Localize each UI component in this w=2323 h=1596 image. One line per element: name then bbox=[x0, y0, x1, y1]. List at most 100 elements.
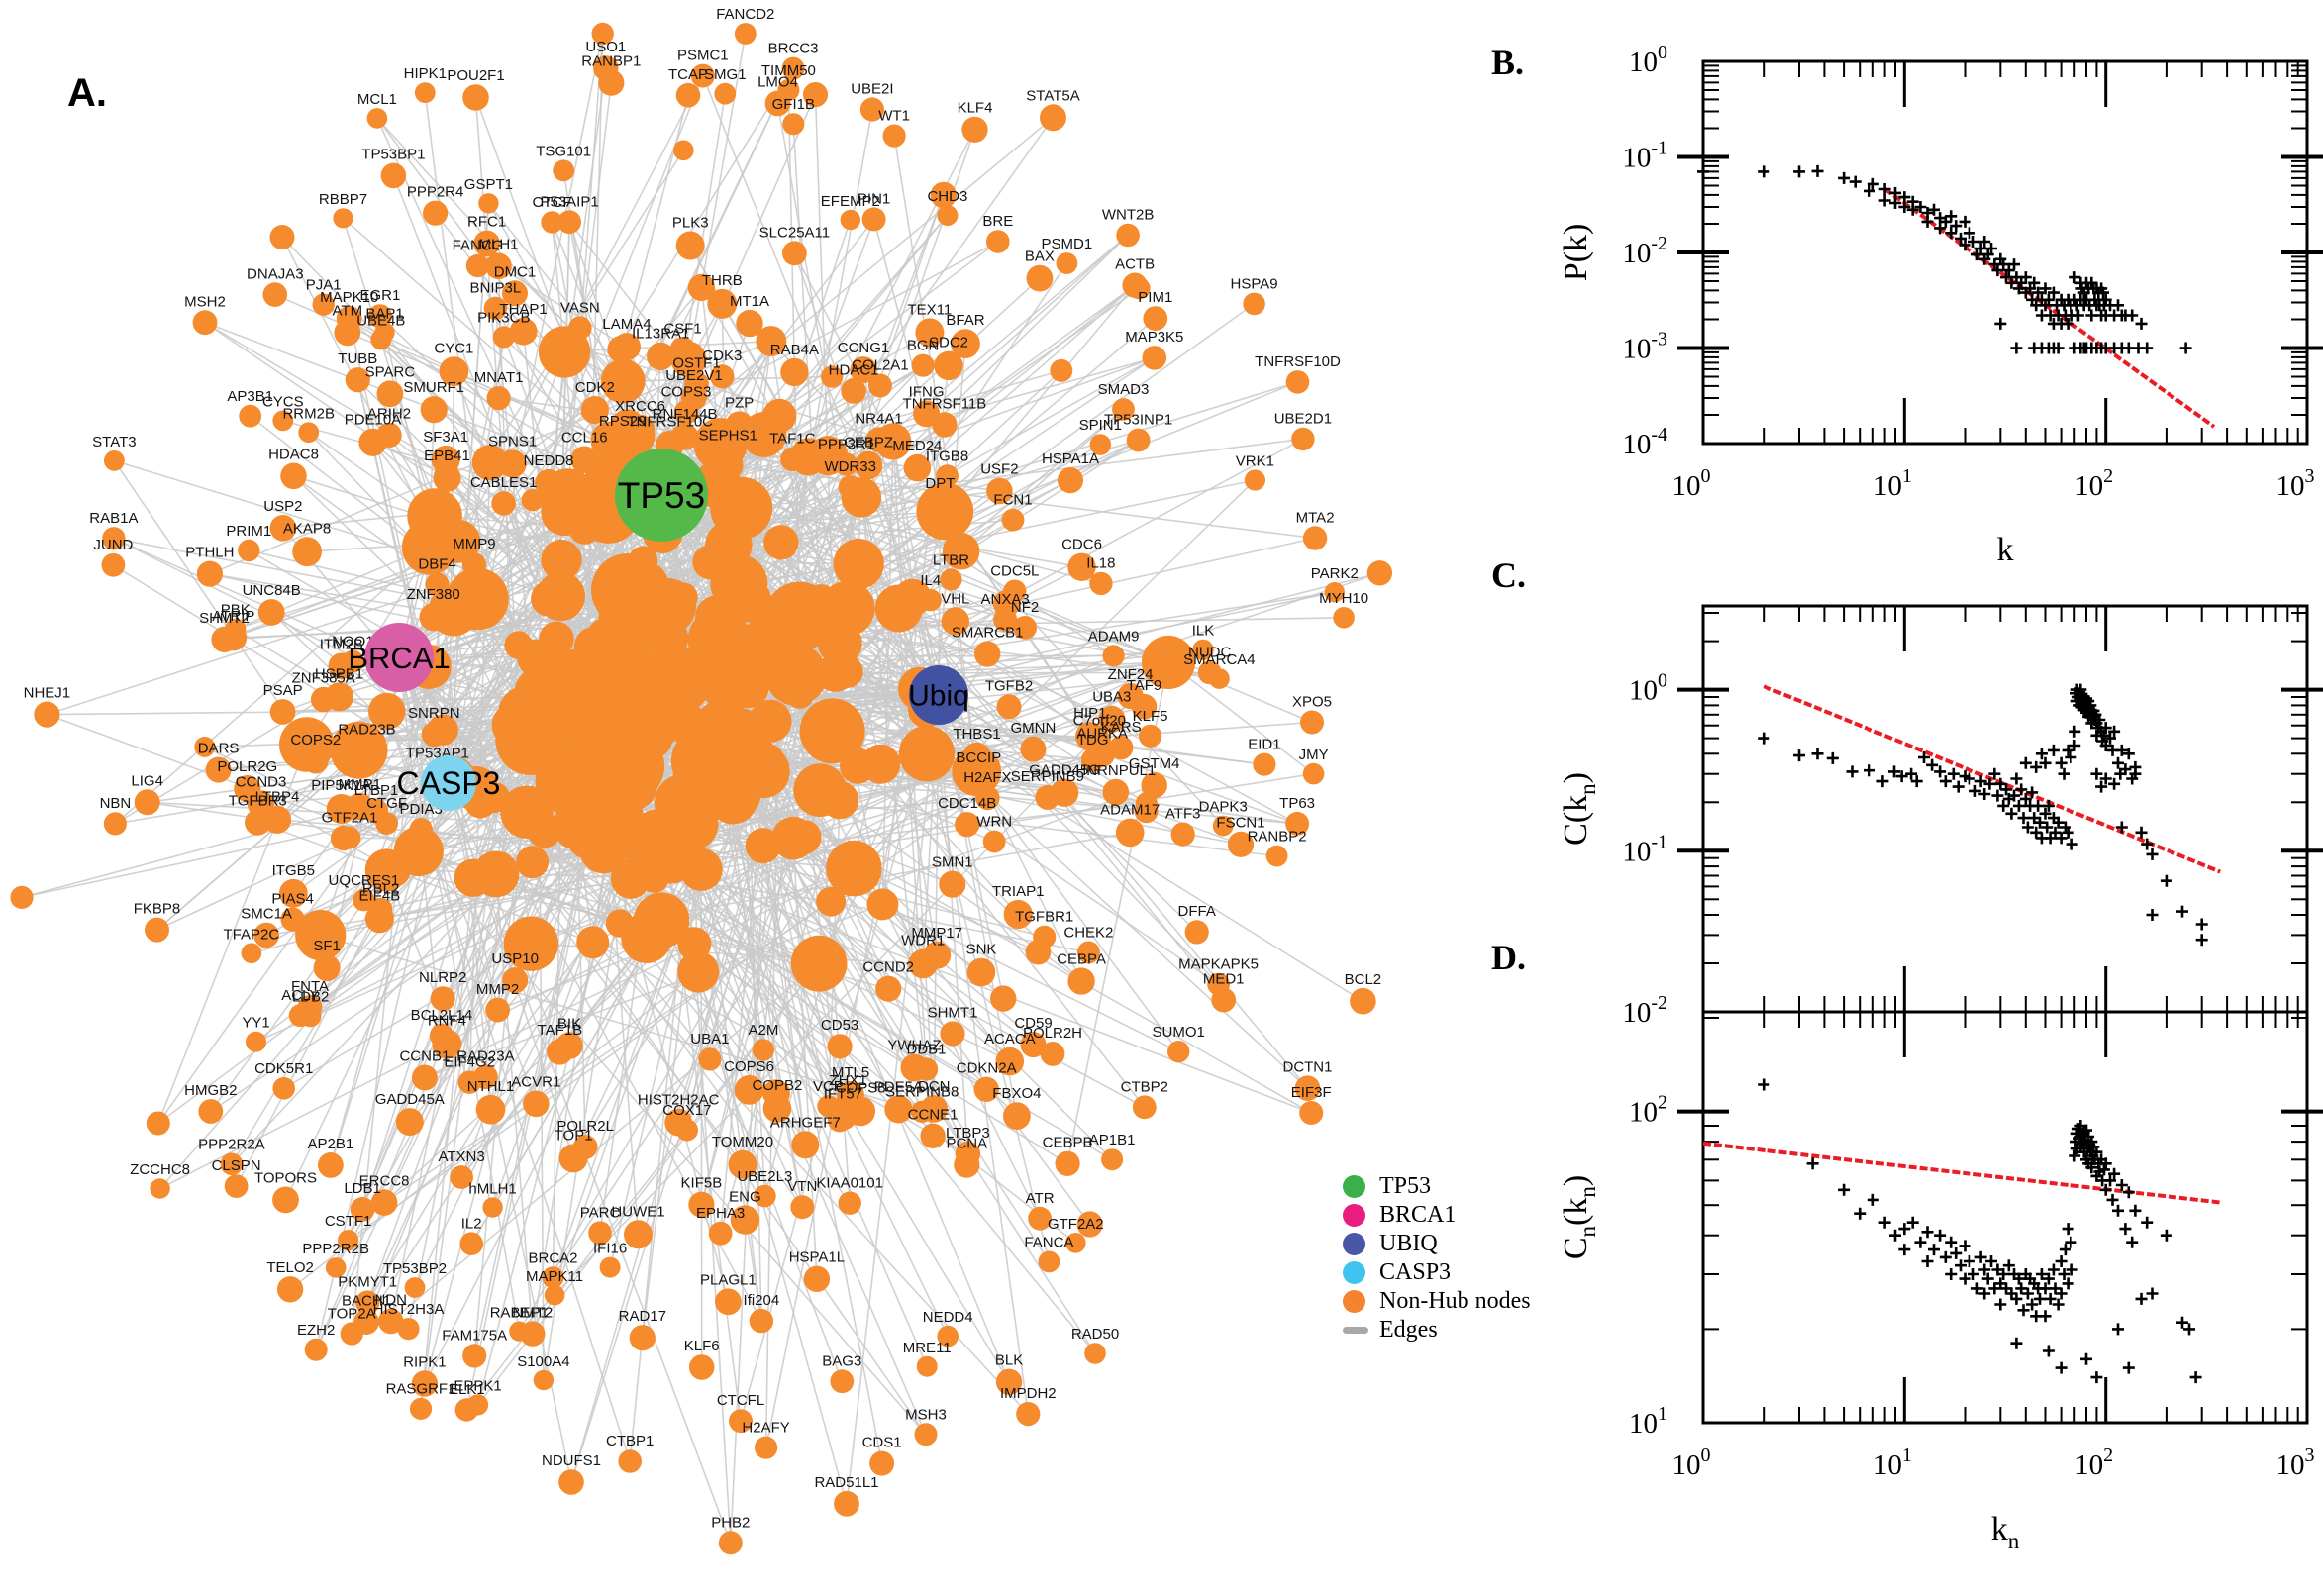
network-node-label: GMNN bbox=[1010, 720, 1056, 737]
data-point bbox=[2065, 751, 2077, 763]
network-node bbox=[1028, 1206, 1052, 1231]
data-point bbox=[2042, 799, 2055, 812]
network-node bbox=[861, 207, 886, 232]
data-point bbox=[2055, 1361, 2068, 1374]
network-node bbox=[908, 948, 938, 979]
data-point bbox=[2055, 1255, 2068, 1267]
network-node bbox=[478, 193, 499, 214]
data-point bbox=[2099, 740, 2112, 751]
network-node bbox=[911, 1100, 934, 1124]
legend-item-brca1: BRCA1 bbox=[1343, 1201, 1531, 1230]
network-node-label: ATF3 bbox=[1165, 805, 1201, 822]
network-node bbox=[492, 326, 515, 349]
network-node-label: MCL1 bbox=[357, 91, 397, 108]
data-point bbox=[2195, 934, 2208, 947]
network-node bbox=[423, 200, 449, 226]
network-node bbox=[1299, 1101, 1324, 1125]
network-node-label: ITM2B bbox=[320, 637, 363, 653]
network-node-label: TAF9 bbox=[1127, 677, 1162, 694]
network-node-label: CSTF1 bbox=[325, 1213, 372, 1230]
data-point bbox=[1697, 165, 1709, 178]
network-node-label: PZP bbox=[725, 394, 754, 411]
network-node bbox=[295, 910, 347, 961]
network-node bbox=[729, 1409, 753, 1434]
data-point bbox=[2129, 767, 2142, 780]
network-node bbox=[745, 828, 781, 864]
data-point bbox=[1994, 1298, 2007, 1311]
network-node bbox=[483, 296, 508, 320]
network-node-label: SHMT2 bbox=[199, 610, 250, 627]
network-node bbox=[841, 378, 866, 404]
network-node bbox=[527, 812, 562, 848]
network-node bbox=[234, 775, 261, 803]
network-node bbox=[1067, 552, 1096, 581]
network-node bbox=[450, 1165, 473, 1189]
network-node-label: CDC14B bbox=[938, 795, 996, 812]
network-node bbox=[224, 1174, 249, 1198]
network-node bbox=[1115, 818, 1145, 848]
data-point bbox=[2062, 1277, 2074, 1290]
network-node bbox=[754, 1184, 776, 1208]
data-point bbox=[1997, 258, 2010, 271]
network-edge bbox=[877, 439, 940, 696]
data-point bbox=[1895, 770, 1908, 783]
network-node bbox=[850, 356, 877, 384]
network-edge bbox=[398, 479, 1256, 658]
network-node-label: SMC1A bbox=[241, 906, 292, 923]
network-node-label: UBE2V1 bbox=[665, 367, 723, 384]
data-point bbox=[2019, 271, 2032, 284]
network-node-label: TCAP bbox=[668, 66, 708, 83]
network-node bbox=[355, 738, 378, 760]
network-node bbox=[486, 386, 511, 411]
network-node-label: MMP2 bbox=[476, 981, 519, 998]
network-node-label: IFI16 bbox=[593, 1241, 627, 1257]
network-node-label: MLH1 bbox=[478, 237, 518, 253]
network-node-label: CTBP2 bbox=[1121, 1078, 1168, 1095]
network-node-label: COPB2 bbox=[752, 1077, 802, 1094]
data-point bbox=[2034, 816, 2046, 829]
data-point bbox=[1793, 165, 1805, 178]
network-node-label: BAG3 bbox=[822, 1352, 861, 1369]
data-point bbox=[2071, 309, 2084, 322]
network-node-label: LTBP4 bbox=[255, 789, 300, 806]
network-node bbox=[730, 579, 772, 621]
data-point bbox=[2047, 286, 2060, 299]
network-node bbox=[916, 482, 974, 541]
network-node-label: ADAM17 bbox=[1100, 802, 1160, 819]
data-point bbox=[2099, 772, 2112, 785]
network-node bbox=[940, 568, 962, 591]
network-node-label: ITGB8 bbox=[926, 448, 968, 464]
network-node-label: BACH1 bbox=[342, 1292, 391, 1309]
network-node bbox=[913, 400, 941, 428]
network-node-layer bbox=[10, 22, 1393, 1555]
network-node bbox=[1016, 1402, 1041, 1427]
data-point bbox=[2012, 1272, 2025, 1285]
data-point bbox=[2119, 763, 2132, 776]
network-node bbox=[884, 1095, 913, 1124]
panel-letter-B: B. bbox=[1491, 43, 1525, 82]
network-node-label: THBS1 bbox=[953, 726, 1000, 743]
network-node-label: H2AFY bbox=[742, 1420, 789, 1437]
network-node bbox=[898, 726, 956, 782]
network-node bbox=[427, 714, 458, 746]
network-node-label: RANBP2 bbox=[1248, 829, 1307, 846]
data-point bbox=[1945, 1236, 1958, 1248]
network-node bbox=[411, 1370, 439, 1397]
network-node bbox=[1109, 735, 1134, 760]
data-point bbox=[2095, 780, 2108, 793]
data-point bbox=[1974, 1250, 1987, 1263]
network-node-label: CEBPZ bbox=[844, 435, 893, 451]
network-node bbox=[621, 912, 672, 963]
network-node bbox=[350, 1197, 375, 1222]
data-point bbox=[2042, 1272, 2055, 1285]
network-node bbox=[982, 830, 1006, 853]
network-node bbox=[1112, 398, 1135, 421]
tick-label: 101 bbox=[1873, 1445, 1912, 1481]
network-node-label: PSMD1 bbox=[1042, 236, 1093, 252]
network-node bbox=[875, 975, 902, 1002]
network-node bbox=[614, 740, 663, 790]
network-node bbox=[346, 792, 374, 821]
data-point bbox=[1838, 1183, 1851, 1196]
network-node-label: CEBPB bbox=[1043, 1135, 1093, 1151]
network-node-label: CDK2 bbox=[575, 379, 615, 396]
